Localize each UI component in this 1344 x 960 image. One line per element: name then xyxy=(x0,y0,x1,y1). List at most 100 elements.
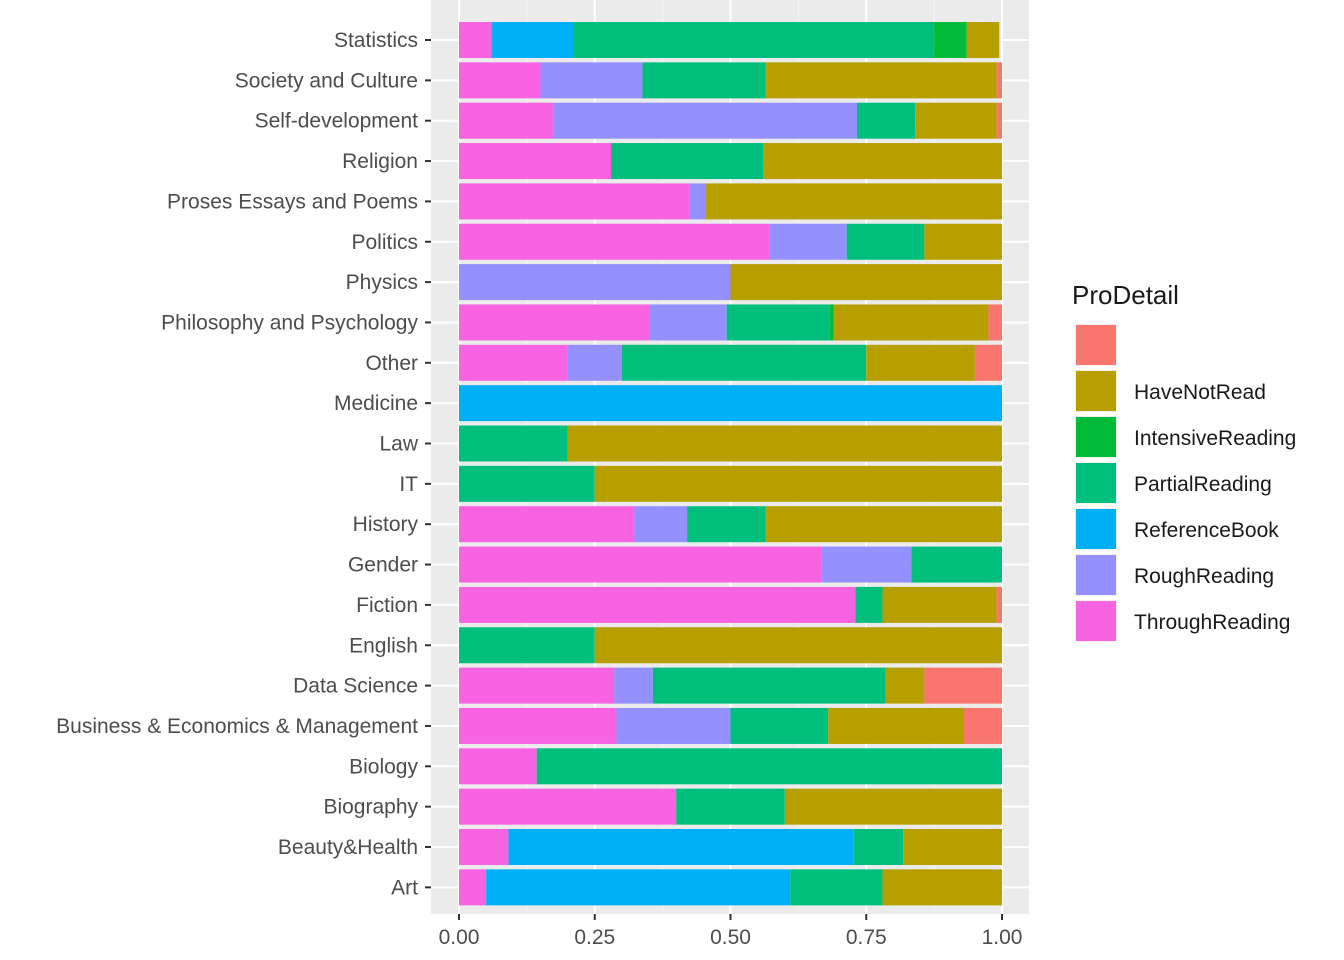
legend-key-referencebook xyxy=(1076,509,1116,549)
bar-art-partialreading xyxy=(790,869,883,906)
y-tick-label: Art xyxy=(391,876,418,899)
bar-biography-partialreading xyxy=(676,788,785,825)
legend-key-throughreading xyxy=(1076,601,1116,641)
bar-proses-essays-and-poems-roughreading xyxy=(689,183,707,220)
y-tick-label: Other xyxy=(365,352,418,375)
bar-business-economics-management-havenotread xyxy=(828,707,964,744)
bar-politics-throughreading xyxy=(459,223,770,260)
legend-key-roughreading xyxy=(1076,555,1116,595)
bar-society-and-culture-throughreading xyxy=(459,62,541,99)
bar-statistics-havenotread xyxy=(966,22,1000,58)
bar-data-science-partialreading xyxy=(652,667,886,704)
y-tick-label: Proses Essays and Poems xyxy=(167,190,418,213)
y-tick-label: Self-development xyxy=(255,110,419,133)
bar-business-economics-management-blank xyxy=(963,707,1002,744)
bar-politics-havenotread xyxy=(924,223,1002,260)
bar-other-throughreading xyxy=(459,344,568,381)
bar-other-havenotread xyxy=(866,344,975,381)
bar-philosophy-and-psychology-throughreading xyxy=(459,304,650,341)
bar-politics-roughreading xyxy=(769,223,847,260)
bar-gender-roughreading xyxy=(821,546,912,583)
bar-statistics-throughreading xyxy=(459,22,492,58)
legend: ProDetail HaveNotRead IntensiveReading Par… xyxy=(1072,280,1296,642)
y-tick-label: Gender xyxy=(348,554,418,577)
bar-art-throughreading xyxy=(459,869,487,906)
bar-self-development-throughreading xyxy=(459,102,553,139)
bar-biography-throughreading xyxy=(459,788,677,825)
x-axis: 0.00 0.25 0.50 0.75 1.00 xyxy=(439,914,1022,949)
bar-society-and-culture-blank xyxy=(996,62,1002,99)
y-tick-label: History xyxy=(353,513,419,536)
bar-beauty-health-havenotread xyxy=(903,829,1002,865)
bar-society-and-culture-partialreading xyxy=(642,62,766,99)
y-tick-label: Society and Culture xyxy=(235,69,418,92)
bar-data-science-throughreading xyxy=(459,667,615,704)
bar-fiction-blank xyxy=(996,586,1002,623)
bar-history-roughreading xyxy=(634,506,688,543)
bar-society-and-culture-havenotread xyxy=(765,62,997,99)
bar-physics-roughreading xyxy=(459,264,731,301)
bar-statistics-referencebook xyxy=(491,22,574,58)
legend-label-intensivereading: IntensiveReading xyxy=(1134,427,1296,450)
bar-politics-partialreading xyxy=(846,223,925,260)
bar-philosophy-and-psychology-partialreading xyxy=(726,304,830,341)
y-axis: Statistics Society and Culture Self-develo… xyxy=(56,29,431,899)
bar-other-partialreading xyxy=(621,344,867,381)
legend-label-referencebook: ReferenceBook xyxy=(1134,519,1279,542)
bar-beauty-health-throughreading xyxy=(459,829,509,865)
bar-philosophy-and-psychology-intensivereading xyxy=(829,304,834,341)
bar-philosophy-and-psychology-havenotread xyxy=(833,304,989,341)
y-tick-label: Biography xyxy=(323,796,418,819)
legend-title: ProDetail xyxy=(1072,280,1179,310)
bar-gender-throughreading xyxy=(459,546,822,583)
bar-history-partialreading xyxy=(687,506,766,543)
bar-data-science-roughreading xyxy=(614,667,653,704)
legend-label-havenotread: HaveNotRead xyxy=(1134,381,1266,404)
bar-proses-essays-and-poems-throughreading xyxy=(459,183,690,220)
bar-english-partialreading xyxy=(459,627,595,664)
y-tick-label: Law xyxy=(379,433,418,456)
y-tick-label: Biology xyxy=(349,755,418,778)
bar-business-economics-management-throughreading xyxy=(459,707,617,744)
y-tick-label: Physics xyxy=(346,271,418,294)
bar-law-partialreading xyxy=(459,425,568,462)
bar-religion-havenotread xyxy=(763,143,1002,180)
bar-biography-havenotread xyxy=(784,788,1002,825)
bar-society-and-culture-roughreading xyxy=(540,62,643,99)
y-tick-label: Philosophy and Psychology xyxy=(161,311,418,334)
bar-medicine-referencebook xyxy=(459,385,1002,422)
y-tick-label: English xyxy=(349,634,418,657)
bar-business-economics-management-partialreading xyxy=(730,707,829,744)
y-tick-label: Business & Economics & Management xyxy=(56,715,418,738)
bar-art-referencebook xyxy=(486,869,791,906)
legend-label-roughreading: RoughReading xyxy=(1134,565,1274,588)
bar-business-economics-management-roughreading xyxy=(616,707,731,744)
legend-key-partialreading xyxy=(1076,463,1116,503)
bar-philosophy-and-psychology-blank xyxy=(988,304,1002,341)
bar-art-havenotread xyxy=(882,869,1002,906)
y-tick-label: Fiction xyxy=(356,594,418,617)
x-tick-label: 0.75 xyxy=(846,926,887,949)
bar-history-throughreading xyxy=(459,506,635,543)
bar-it-partialreading xyxy=(459,465,595,502)
x-tick-label: 0.00 xyxy=(439,926,480,949)
bar-religion-throughreading xyxy=(459,143,612,180)
bar-statistics-intensivereading xyxy=(934,22,967,58)
bar-data-science-blank xyxy=(924,667,1002,704)
bar-self-development-blank xyxy=(996,102,1002,139)
bar-other-roughreading xyxy=(567,344,622,381)
bar-history-havenotread xyxy=(765,506,1002,543)
bar-self-development-partialreading xyxy=(857,102,916,139)
bar-english-havenotread xyxy=(594,627,1002,664)
bar-other-blank xyxy=(974,344,1002,381)
bar-biology-throughreading xyxy=(459,748,537,785)
bar-beauty-health-referencebook xyxy=(508,829,854,865)
bar-religion-partialreading xyxy=(611,143,764,180)
bar-fiction-havenotread xyxy=(882,586,997,623)
y-tick-label: Politics xyxy=(351,231,418,254)
x-tick-label: 0.25 xyxy=(574,926,615,949)
bar-beauty-health-partialreading xyxy=(853,829,904,865)
y-tick-label: Data Science xyxy=(293,675,418,698)
bar-fiction-throughreading xyxy=(459,586,856,623)
bar-it-havenotread xyxy=(594,465,1002,502)
